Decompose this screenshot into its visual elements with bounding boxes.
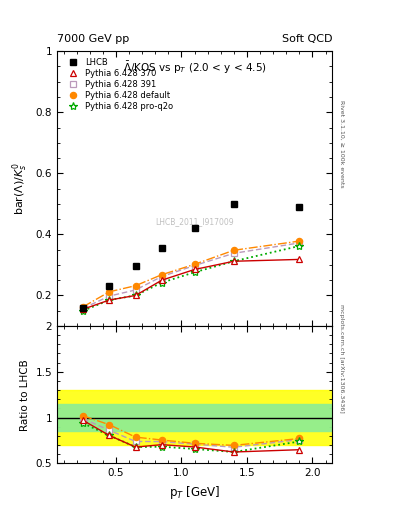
Pythia 6.428 pro-q2o	[160, 280, 164, 286]
Pythia 6.428 pro-q2o	[231, 258, 236, 264]
Pythia 6.428 pro-q2o	[81, 308, 86, 314]
Pythia 6.428 default	[107, 289, 112, 295]
Text: LHCB_2011_I917009: LHCB_2011_I917009	[155, 217, 234, 226]
Line: LHCB: LHCB	[80, 200, 303, 311]
Pythia 6.428 default	[192, 261, 197, 267]
Pythia 6.428 391	[107, 293, 112, 299]
Line: Pythia 6.428 391: Pythia 6.428 391	[80, 240, 303, 311]
Pythia 6.428 default	[231, 247, 236, 253]
Pythia 6.428 391	[231, 250, 236, 257]
LHCB	[107, 283, 112, 289]
Pythia 6.428 391	[192, 263, 197, 269]
Pythia 6.428 370	[133, 292, 138, 298]
Text: 7000 GeV pp: 7000 GeV pp	[57, 33, 129, 44]
Text: Rivet 3.1.10, ≥ 100k events: Rivet 3.1.10, ≥ 100k events	[339, 99, 344, 187]
Pythia 6.428 default	[81, 304, 86, 310]
LHCB	[160, 245, 164, 251]
Pythia 6.428 370	[160, 277, 164, 283]
Line: Pythia 6.428 370: Pythia 6.428 370	[80, 257, 303, 312]
Pythia 6.428 370	[297, 257, 302, 263]
Line: Pythia 6.428 pro-q2o: Pythia 6.428 pro-q2o	[79, 242, 303, 315]
LHCB	[133, 263, 138, 269]
LHCB	[297, 204, 302, 210]
Legend: LHCB, Pythia 6.428 370, Pythia 6.428 391, Pythia 6.428 default, Pythia 6.428 pro: LHCB, Pythia 6.428 370, Pythia 6.428 391…	[61, 55, 176, 114]
Pythia 6.428 pro-q2o	[133, 292, 138, 298]
LHCB	[192, 225, 197, 231]
Pythia 6.428 default	[133, 283, 138, 289]
Y-axis label: bar(Λ)/$K^0_s$: bar(Λ)/$K^0_s$	[11, 162, 30, 215]
Pythia 6.428 391	[133, 287, 138, 293]
Y-axis label: Ratio to LHCB: Ratio to LHCB	[20, 359, 30, 431]
LHCB	[81, 305, 86, 311]
Pythia 6.428 370	[231, 258, 236, 264]
Text: $\bar{\Lambda}$/KOS vs p$_T$ (2.0 < y < 4.5): $\bar{\Lambda}$/KOS vs p$_T$ (2.0 < y < …	[123, 59, 266, 76]
Pythia 6.428 pro-q2o	[107, 297, 112, 303]
Text: Soft QCD: Soft QCD	[282, 33, 332, 44]
Pythia 6.428 default	[160, 271, 164, 278]
Text: mcplots.cern.ch [arXiv:1306.3436]: mcplots.cern.ch [arXiv:1306.3436]	[339, 304, 344, 413]
Pythia 6.428 391	[160, 273, 164, 280]
Pythia 6.428 pro-q2o	[192, 269, 197, 275]
Line: Pythia 6.428 default: Pythia 6.428 default	[80, 238, 303, 310]
LHCB	[231, 201, 236, 207]
Pythia 6.428 370	[81, 306, 86, 312]
Pythia 6.428 370	[192, 266, 197, 272]
Pythia 6.428 391	[81, 305, 86, 311]
X-axis label: p$_T$ [GeV]: p$_T$ [GeV]	[169, 484, 220, 501]
Pythia 6.428 370	[107, 297, 112, 303]
Pythia 6.428 391	[297, 240, 302, 246]
Pythia 6.428 pro-q2o	[297, 243, 302, 249]
Pythia 6.428 default	[297, 238, 302, 244]
